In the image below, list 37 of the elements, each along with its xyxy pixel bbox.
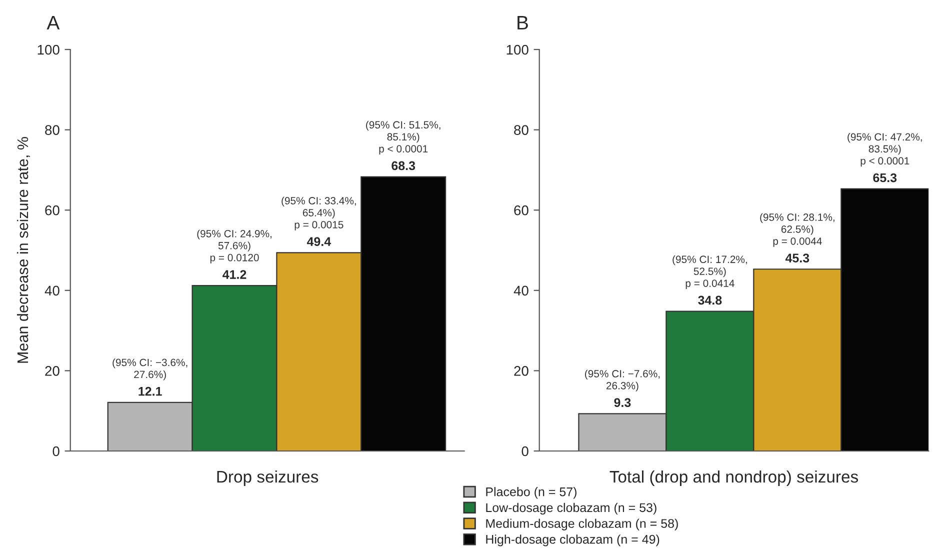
y-tick-label: 20 <box>514 366 528 376</box>
legend-label: Medium-dosage clobazam (n = 58) <box>486 518 678 530</box>
annotation: (95% CI: 47.2%, 83.5%) p < 0.0001 <box>848 132 922 167</box>
data-label: 41.2 <box>222 270 246 279</box>
y-tick-label: 100 <box>38 44 60 55</box>
y-tick-label: 0 <box>522 446 528 456</box>
legend-label: Low-dosage clobazam (n = 53) <box>486 502 656 515</box>
chart-title: A <box>46 16 60 30</box>
y-tick-label: 40 <box>514 286 528 296</box>
data-label: 45.3 <box>785 254 810 262</box>
annotation: (95% CI: −7.6%, 26.3%) <box>585 370 660 392</box>
data-label: 34.8 <box>698 296 722 305</box>
legend-label: Placebo (n = 57) <box>486 487 576 499</box>
y-tick-label: 60 <box>45 205 60 216</box>
annotation: (95% CI: 33.4%, 65.4%) p = 0.0015 <box>282 196 356 230</box>
y-tick-label: 80 <box>514 125 528 135</box>
y-tick-label: 100 <box>506 44 528 55</box>
y-tick-label: 0 <box>52 446 60 456</box>
y-tick-label: 20 <box>45 366 60 376</box>
data-label: 68.3 <box>392 161 416 170</box>
annotation: (95% CI: −3.6%, 27.6%) <box>112 358 188 380</box>
x-axis-title: Drop seizures <box>217 470 318 486</box>
legend-label: High-dosage clobazam (n = 49) <box>486 534 660 546</box>
annotation: (95% CI: 51.5%, 85.1%) p < 0.0001 <box>366 120 440 155</box>
y-tick-label: 40 <box>44 286 60 296</box>
data-label: 12.1 <box>138 386 162 396</box>
annotation: (95% CI: 17.2%, 52.5%) p = 0.0414 <box>672 255 747 290</box>
annotation: (95% CI: 24.9%, 57.6%) p = 0.0120 <box>197 230 272 264</box>
y-axis-title: Mean decrease in seizure rate, % <box>16 136 30 363</box>
data-label: 49.4 <box>306 237 332 246</box>
data-label: 65.3 <box>873 173 897 182</box>
chart-title: B <box>518 16 528 30</box>
x-axis-title: Total (drop and nondrop) seizures <box>610 470 858 486</box>
y-tick-label: 60 <box>514 205 528 216</box>
y-tick-label: 80 <box>45 125 60 135</box>
data-label: 9.3 <box>614 398 631 408</box>
annotation: (95% CI: 28.1%, 62.5%) p = 0.0044 <box>760 213 834 247</box>
